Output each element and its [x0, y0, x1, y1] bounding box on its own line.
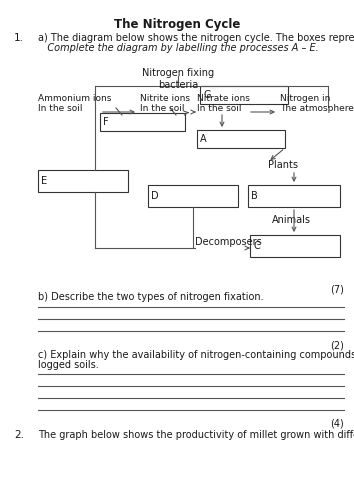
Bar [248, 185, 340, 207]
Text: Nitrate ions
In the soil: Nitrate ions In the soil [197, 94, 250, 114]
Text: logged soils.: logged soils. [38, 360, 99, 370]
Text: a) The diagram below shows the nitrogen cycle. The boxes represent processes.: a) The diagram below shows the nitrogen … [38, 33, 354, 43]
Bar [38, 170, 128, 192]
Text: b) Describe the two types of nitrogen fixation.: b) Describe the two types of nitrogen fi… [38, 292, 264, 302]
Text: Nitrogen in
The atmosphere: Nitrogen in The atmosphere [280, 94, 354, 114]
Text: Decomposers: Decomposers [195, 237, 262, 247]
Text: c) Explain why the availability of nitrogen-containing compounds goes down in wa: c) Explain why the availability of nitro… [38, 350, 354, 360]
Text: Animals: Animals [272, 215, 311, 225]
Text: D: D [151, 191, 159, 201]
Bar [200, 86, 288, 104]
Text: B: B [251, 191, 258, 201]
Text: (2): (2) [330, 340, 344, 350]
Text: G: G [203, 90, 211, 100]
Text: F: F [103, 117, 109, 127]
Text: The graph below shows the productivity of millet grown with different fertiliser: The graph below shows the productivity o… [38, 430, 354, 440]
Bar [250, 235, 340, 257]
Text: (4): (4) [330, 419, 344, 429]
Text: 1.: 1. [14, 33, 24, 43]
Text: 2.: 2. [14, 430, 24, 440]
Text: Nitrite ions
In the soil: Nitrite ions In the soil [140, 94, 190, 114]
Text: Nitrogen fixing
bacteria: Nitrogen fixing bacteria [142, 68, 214, 90]
Text: Ammonium ions
In the soil: Ammonium ions In the soil [38, 94, 112, 114]
Text: Plants: Plants [268, 160, 298, 170]
Text: A: A [200, 134, 207, 144]
Text: The Nitrogen Cycle: The Nitrogen Cycle [114, 18, 240, 31]
Text: (7): (7) [330, 284, 344, 294]
Bar [197, 130, 285, 148]
Text: Complete the diagram by labelling the processes A – E.: Complete the diagram by labelling the pr… [38, 43, 319, 53]
Bar [100, 113, 185, 131]
Text: C: C [253, 241, 260, 251]
Text: E: E [41, 176, 47, 186]
Bar [148, 185, 238, 207]
